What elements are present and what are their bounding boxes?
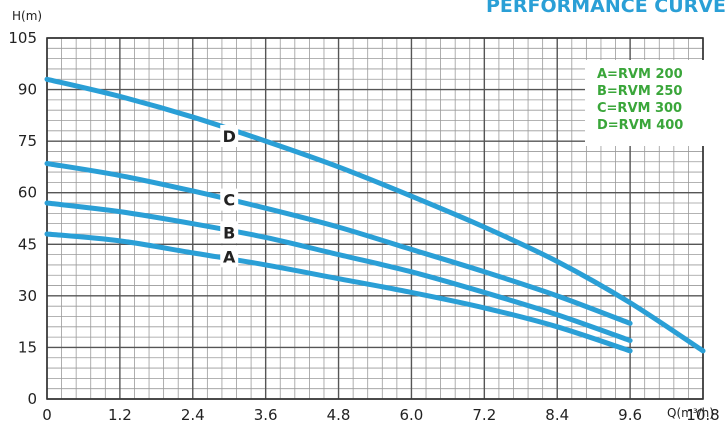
series-label-bg-A — [220, 245, 239, 268]
series-label-bg-C — [220, 188, 239, 211]
y-tick-label: 60 — [18, 184, 37, 202]
y-tick-label: 0 — [27, 390, 37, 408]
x-tick-label: 0 — [42, 406, 52, 424]
y-tick-label: 30 — [18, 287, 37, 305]
x-tick-label: 6.0 — [400, 406, 424, 424]
x-tick-label: 9.6 — [618, 406, 642, 424]
x-tick-label: 8.4 — [545, 406, 569, 424]
y-tick-label: 90 — [18, 81, 37, 99]
series-layer: ABC D — [44, 76, 706, 354]
x-tick-label: 10.8 — [686, 406, 719, 424]
series-line-D — [44, 76, 706, 354]
series-label-C: C — [223, 191, 235, 210]
y-tick-label: 45 — [18, 235, 37, 253]
x-tick-label: 3.6 — [254, 406, 278, 424]
series-label-D: D — [223, 127, 236, 146]
y-tick-label: 75 — [18, 132, 37, 150]
y-tick-labels: 0 15 30 45 60 75 90 105 — [8, 29, 37, 408]
series-label-A: A — [223, 247, 236, 266]
x-tick-labels: 0 1.2 2.4 3.6 4.8 6.0 7.2 8.4 9.6 10.8 — [42, 406, 719, 424]
series-line-C — [44, 160, 633, 326]
legend-entry: D=RVM 400 — [597, 118, 683, 133]
series-label-bg-B — [220, 221, 239, 244]
x-tick-label: 7.2 — [472, 406, 496, 424]
legend-box — [585, 60, 705, 146]
y-tick-label: 15 — [18, 338, 37, 356]
series-line-B — [44, 200, 633, 344]
major-grid — [46, 37, 704, 400]
legend-entry: A=RVM 200 — [597, 67, 683, 82]
series-line-A — [44, 231, 633, 354]
y-tick-label: 105 — [8, 29, 37, 47]
x-tick-label: 4.8 — [327, 406, 351, 424]
series-label-B: B — [223, 223, 235, 242]
legend-entry: C=RVM 300 — [597, 101, 682, 116]
plot-frame — [46, 37, 704, 400]
x-tick-label: 2.4 — [181, 406, 205, 424]
y-axis-title: H(m) — [12, 9, 42, 23]
x-axis-title: Q(m³/h) — [667, 406, 714, 420]
series-label-bg-D — [220, 124, 239, 147]
legend-entry: B=RVM 250 — [597, 84, 682, 99]
chart-banner-title: PERFORMANCE CURVE — [486, 0, 726, 17]
legend: A=RVM 200 B=RVM 250 C=RVM 300 D=RVM 400 — [585, 60, 705, 146]
x-tick-label: 1.2 — [108, 406, 132, 424]
legend-items: A=RVM 200 B=RVM 250 C=RVM 300 D=RVM 400 — [597, 67, 683, 133]
